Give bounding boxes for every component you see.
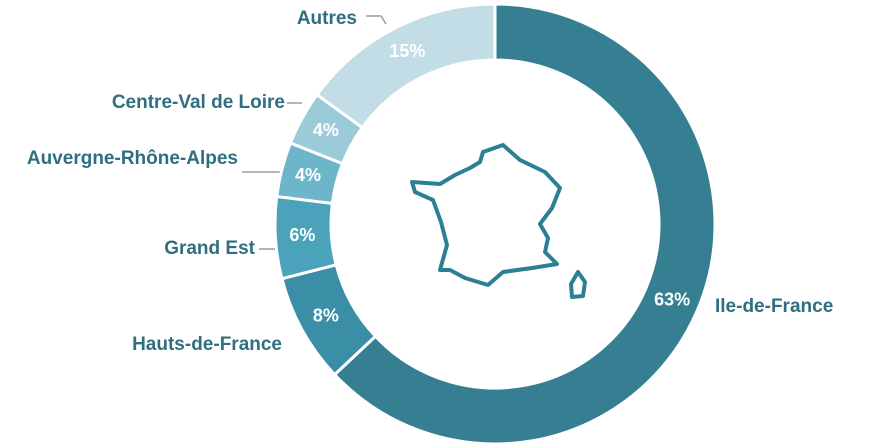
value-label: 63% (654, 289, 690, 309)
category-label: Autres (296, 8, 357, 29)
leader-line (366, 15, 387, 25)
corsica-outline (569, 270, 587, 299)
leader-lines (242, 15, 387, 250)
value-label: 15% (389, 41, 425, 61)
donut-segment (314, 2, 497, 130)
value-label: 4% (313, 120, 339, 140)
category-label: Auvergne-Rhône-Alpes (26, 148, 238, 169)
donut-segment (332, 2, 717, 446)
value-label: 8% (313, 306, 339, 326)
category-label: Ile-de-France (715, 296, 834, 317)
category-label: Hauts-de-France (132, 334, 282, 355)
category-label: Centre-Val de Loire (111, 92, 285, 113)
category-label: Grand Est (164, 238, 255, 259)
france-icon (410, 143, 587, 299)
france-outline (410, 143, 562, 287)
value-label: 6% (289, 225, 315, 245)
value-label: 4% (295, 165, 321, 185)
